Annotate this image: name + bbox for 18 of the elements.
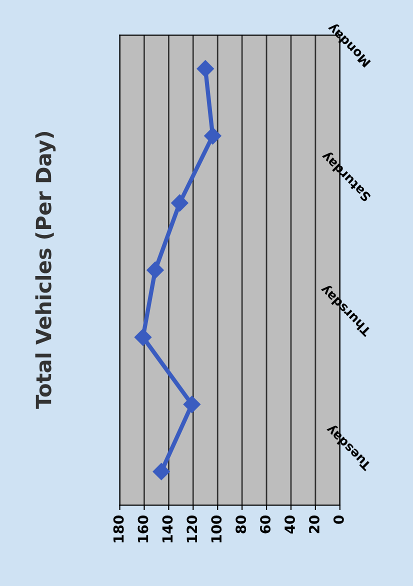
x-tick-label: 120 <box>186 516 198 542</box>
point <box>196 60 214 78</box>
x-tick-label: 100 <box>211 516 222 542</box>
point <box>152 463 170 480</box>
x-tick-label: 60 <box>260 516 271 534</box>
x-tick-label: 80 <box>236 516 246 534</box>
x-tick-label: 20 <box>308 516 320 534</box>
point <box>171 194 188 212</box>
x-tick-label: 160 <box>138 516 148 542</box>
x-tick-label: 180 <box>113 516 124 542</box>
point <box>146 262 164 279</box>
point <box>134 328 152 346</box>
x-tick-label: 0 <box>333 516 344 524</box>
x-tick-label: 140 <box>162 516 173 542</box>
point <box>183 396 200 413</box>
x-tick-label: 40 <box>284 516 296 534</box>
point <box>204 127 222 144</box>
text: Total Vehicles (Per Day) <box>35 132 56 409</box>
